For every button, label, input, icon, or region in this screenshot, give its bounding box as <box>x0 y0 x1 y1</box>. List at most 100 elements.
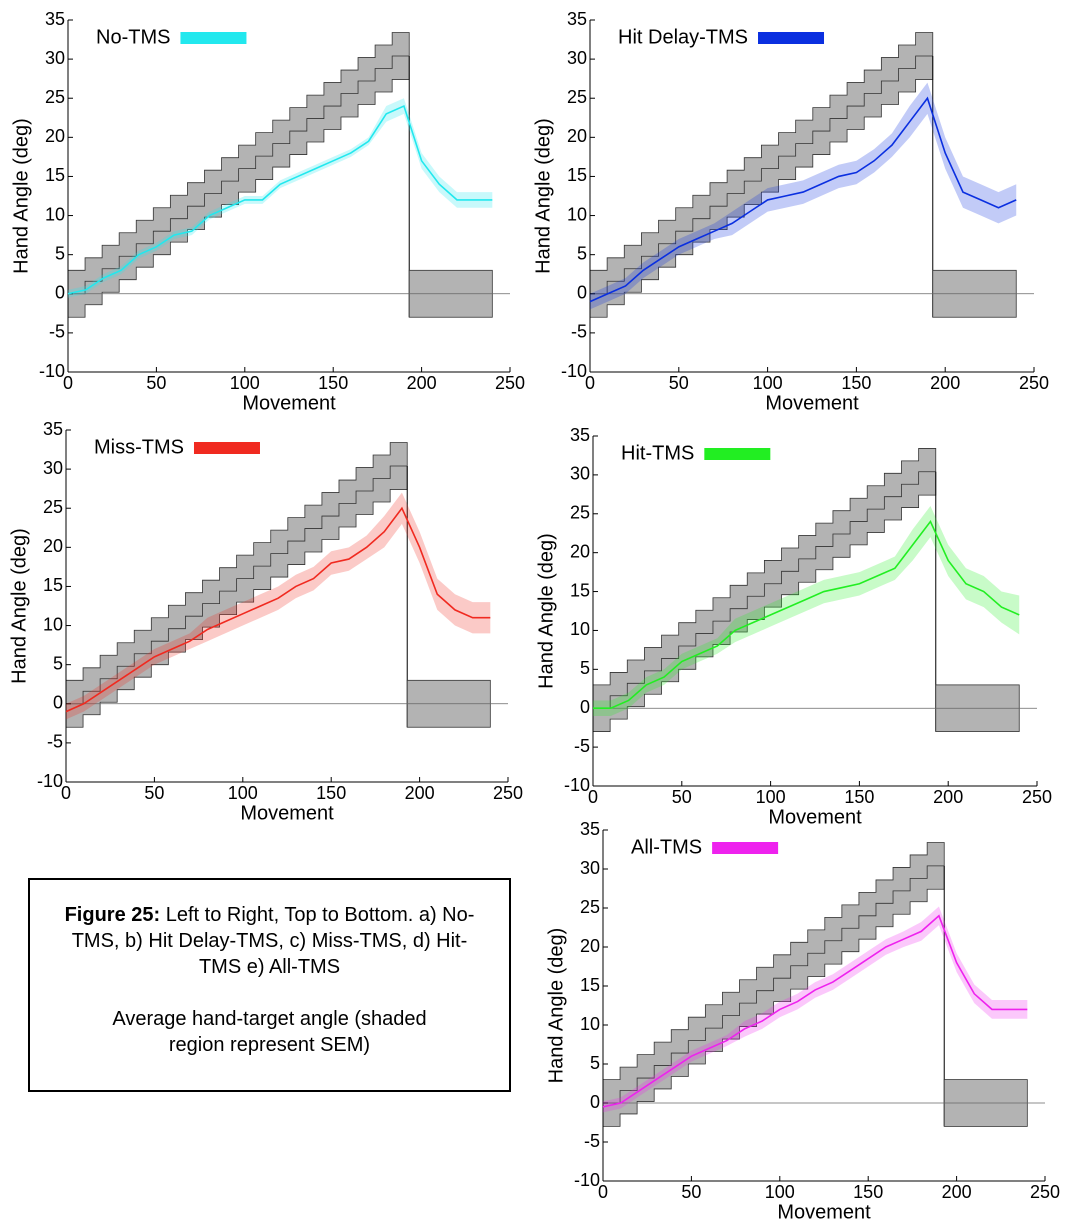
y-tick-label: 15 <box>570 580 590 600</box>
legend-label: All-TMS <box>631 836 702 858</box>
legend-label: Hit-TMS <box>621 442 694 464</box>
y-tick-label: 35 <box>567 9 587 29</box>
y-tick-label: 15 <box>567 165 587 185</box>
x-tick-label: 0 <box>598 1182 608 1202</box>
y-axis-title: Hand Angle (deg) <box>8 528 30 684</box>
x-tick-label: 150 <box>853 1182 883 1202</box>
x-tick-label: 50 <box>681 1182 701 1202</box>
y-tick-label: -10 <box>561 361 587 381</box>
y-axis-title: Hand Angle (deg) <box>10 118 32 274</box>
series-line <box>589 96 1017 303</box>
y-axis-title: Hand Angle (deg) <box>535 533 557 689</box>
series-line <box>67 104 493 295</box>
y-tick-label: 30 <box>570 464 590 484</box>
y-tick-label: 35 <box>43 419 63 439</box>
y-tick-label: 25 <box>43 497 63 517</box>
y-tick-label: -5 <box>571 322 587 342</box>
y-tick-label: 5 <box>53 653 63 673</box>
x-tick-label: 200 <box>942 1182 972 1202</box>
y-tick-label: 20 <box>580 936 600 956</box>
x-tick-label: 0 <box>61 783 71 803</box>
y-tick-label: 30 <box>580 858 600 878</box>
x-axis-title: Movement <box>768 806 862 828</box>
legend-swatch <box>704 448 771 460</box>
x-tick-label: 250 <box>495 373 525 393</box>
y-tick-label: 30 <box>43 458 63 478</box>
y-tick-label: -5 <box>574 736 590 756</box>
y-axis-title: Hand Angle (deg) <box>545 928 567 1084</box>
x-tick-label: 100 <box>756 787 786 807</box>
target-line <box>590 55 933 295</box>
y-tick-label: 30 <box>567 48 587 68</box>
y-tick-label: 10 <box>580 1014 600 1034</box>
target-line <box>603 865 945 1104</box>
x-tick-label: 0 <box>63 373 73 393</box>
x-tick-label: 250 <box>1022 787 1052 807</box>
y-tick-label: 15 <box>43 575 63 595</box>
y-tick-label: 10 <box>45 204 65 224</box>
legend-swatch <box>193 442 260 454</box>
y-tick-label: 0 <box>580 697 590 717</box>
x-tick-label: 200 <box>405 783 435 803</box>
x-tick-label: 50 <box>146 373 166 393</box>
y-tick-label: 0 <box>55 283 65 303</box>
y-tick-label: 5 <box>590 1053 600 1073</box>
x-tick-label: 100 <box>230 373 260 393</box>
y-tick-label: 15 <box>580 975 600 995</box>
legend-swatch <box>180 32 247 44</box>
caption-label: Figure 25: <box>64 904 161 926</box>
x-axis-title: Movement <box>242 392 336 414</box>
x-tick-label: 150 <box>841 373 871 393</box>
sem-band <box>590 82 1017 310</box>
x-axis-title: Movement <box>765 392 859 414</box>
y-axis-title: Hand Angle (deg) <box>532 118 554 274</box>
sem-band <box>603 906 1028 1113</box>
caption-text: Figure 25: Left to Right, Top to Bottom.… <box>52 902 487 980</box>
y-tick-label: -10 <box>564 775 590 795</box>
x-tick-label: 150 <box>316 783 346 803</box>
legend-label: Miss-TMS <box>94 436 184 458</box>
y-tick-label: 20 <box>43 536 63 556</box>
y-tick-label: 25 <box>567 87 587 107</box>
y-tick-label: 10 <box>43 614 63 634</box>
y-tick-label: 0 <box>590 1092 600 1112</box>
y-tick-label: 20 <box>567 126 587 146</box>
y-tick-label: 10 <box>570 619 590 639</box>
y-tick-label: 35 <box>45 9 65 29</box>
x-tick-label: 250 <box>493 783 523 803</box>
y-tick-label: 0 <box>53 693 63 713</box>
x-tick-label: 200 <box>930 373 960 393</box>
x-tick-label: 0 <box>588 787 598 807</box>
y-tick-label: 15 <box>45 165 65 185</box>
y-tick-label: 5 <box>580 658 590 678</box>
target-line <box>593 471 936 709</box>
y-tick-label: 20 <box>570 541 590 561</box>
sem-band <box>66 492 491 720</box>
y-tick-label: 25 <box>45 87 65 107</box>
x-axis-title: Movement <box>777 1201 871 1223</box>
y-tick-label: -5 <box>49 322 65 342</box>
x-tick-label: 250 <box>1030 1182 1060 1202</box>
y-tick-label: 35 <box>570 425 590 445</box>
y-tick-label: 20 <box>45 126 65 146</box>
x-tick-label: 100 <box>765 1182 795 1202</box>
sem-band <box>68 98 493 298</box>
target-line <box>66 465 408 705</box>
caption-note: Average hand-target angle (shaded region… <box>112 1008 427 1056</box>
caption-box: Figure 25: Left to Right, Top to Bottom.… <box>28 878 511 1092</box>
x-tick-label: 200 <box>933 787 963 807</box>
y-tick-label: -10 <box>39 361 65 381</box>
y-tick-label: 25 <box>580 897 600 917</box>
series-line <box>65 506 491 713</box>
legend-label: No-TMS <box>96 26 170 48</box>
y-tick-label: 35 <box>580 819 600 839</box>
y-tick-label: -5 <box>584 1131 600 1151</box>
y-tick-label: 25 <box>570 503 590 523</box>
target-line <box>68 55 410 295</box>
x-axis-title: Movement <box>240 802 334 824</box>
x-tick-label: 50 <box>669 373 689 393</box>
x-tick-label: 150 <box>844 787 874 807</box>
y-tick-label: -10 <box>37 771 63 791</box>
